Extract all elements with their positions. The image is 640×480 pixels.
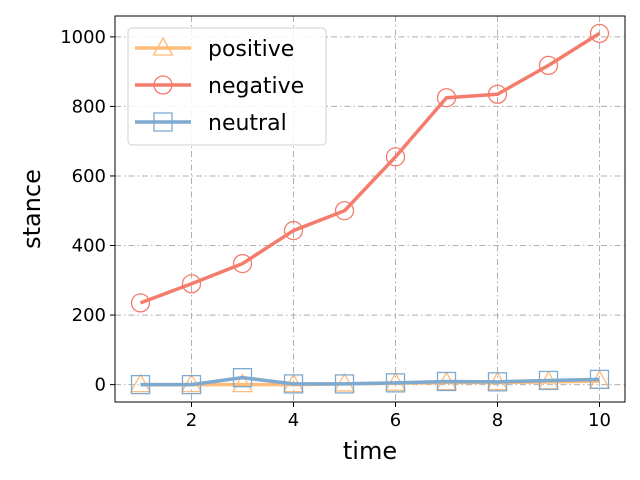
plot-frame (114, 15, 626, 403)
data-point-neutral (487, 372, 508, 392)
data-point-neutral (232, 368, 253, 388)
data-point-negative (232, 253, 253, 274)
data-point-neutral (436, 371, 457, 392)
y-axis-ticks: 0 200 400 600 800 1000 (60, 27, 115, 396)
data-point-negative (487, 84, 508, 104)
legend-label: positive (208, 37, 294, 62)
x-axis-ticks: 2 4 6 8 10 (186, 402, 611, 431)
data-point-negative (436, 88, 457, 108)
data-point-neutral (538, 370, 559, 391)
legend-box (127, 27, 327, 146)
data-point-negative (589, 23, 610, 44)
series-line-neutral (140, 375, 600, 387)
series-neutral (130, 368, 610, 395)
x-axis-label: time (343, 437, 397, 465)
data-point-neutral (385, 373, 406, 393)
series-negative (130, 23, 610, 313)
data-point-neutral (130, 374, 151, 395)
x-tick-label: 8 (492, 410, 503, 431)
data-point-negative (181, 274, 202, 294)
x-tick-label: 10 (588, 410, 611, 431)
legend-marker (153, 75, 173, 95)
data-point-negative (538, 55, 559, 76)
legend-entry-neutral: neutral (135, 111, 287, 136)
data-point-neutral (181, 374, 202, 395)
data-point-negative (334, 201, 355, 221)
y-axis-label: stance (18, 169, 46, 249)
legend-marker (153, 112, 173, 132)
legend-entry-negative: negative (135, 74, 304, 99)
series-line-negative (139, 31, 601, 305)
data-point-negative (283, 220, 304, 241)
data-point-neutral (283, 374, 304, 394)
y-tick-label: 600 (72, 166, 106, 187)
x-tick-label: 4 (288, 410, 299, 431)
series-layer (129, 23, 611, 395)
x-tick-label: 2 (186, 410, 197, 431)
legend-label: neutral (208, 111, 287, 136)
data-point-neutral (334, 374, 355, 394)
data-point-neutral (589, 369, 610, 390)
legend-marker (152, 36, 174, 56)
x-tick-label: 6 (390, 410, 401, 431)
legend-label: negative (208, 74, 304, 99)
y-tick-label: 0 (95, 375, 106, 396)
data-point-positive (231, 373, 254, 393)
legend: positive negative neutral (127, 27, 327, 146)
y-tick-label: 800 (72, 96, 106, 117)
y-tick-label: 400 (72, 236, 106, 257)
y-tick-label: 200 (72, 305, 106, 326)
data-point-negative (385, 147, 406, 167)
legend-entry-positive: positive (135, 36, 294, 62)
data-point-negative (130, 293, 151, 313)
y-tick-label: 1000 (60, 27, 106, 48)
